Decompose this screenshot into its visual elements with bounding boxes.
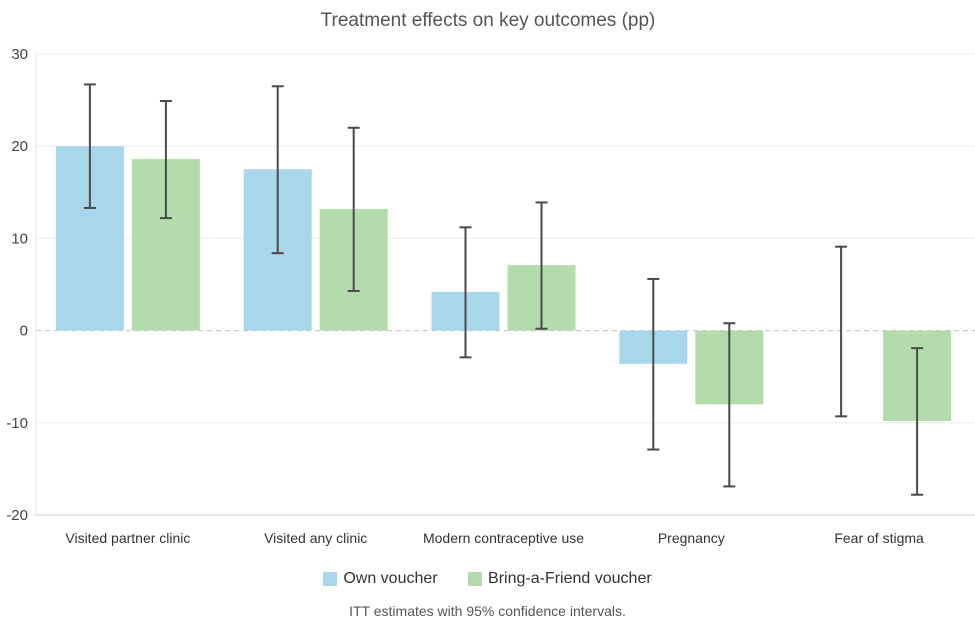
error-bars: [83, 83, 924, 496]
footnote: ITT estimates with 95% confidence interv…: [349, 603, 626, 619]
y-tick-label: 0: [20, 323, 28, 340]
x-tick-label: Visited any clinic: [264, 530, 367, 546]
y-tick-label: 10: [11, 230, 28, 247]
y-tick-label: 30: [11, 46, 28, 63]
x-tick-label: Modern contraceptive use: [423, 530, 584, 546]
y-tick-label: -20: [6, 507, 28, 524]
y-tick-label: -10: [6, 415, 28, 432]
legend-label-bring-a-friend: Bring-a-Friend voucher: [488, 570, 652, 587]
x-axis-labels: Visited partner clinic Visited any clinic…: [65, 530, 924, 546]
y-tick-label: 20: [11, 138, 28, 155]
legend-label-own-voucher: Own voucher: [343, 570, 438, 587]
x-tick-label: Fear of stigma: [834, 530, 924, 546]
legend-swatch-own-voucher: [323, 572, 338, 586]
legend: Own voucher Bring-a-Friend voucher: [0, 570, 975, 591]
x-tick-label: Pregnancy: [658, 530, 725, 546]
bars: [55, 146, 952, 421]
x-tick-label: Visited partner clinic: [65, 530, 190, 546]
legend-item-bring-a-friend[interactable]: Bring-a-Friend voucher: [468, 570, 652, 588]
y-axis-ticks: -20 -10 0 10 20 30: [6, 46, 28, 524]
legend-item-own-voucher[interactable]: Own voucher: [323, 570, 438, 588]
legend-swatch-bring-a-friend: [468, 572, 483, 586]
chart-canvas: Treatment effects on key outcomes (pp) -…: [6, 10, 975, 546]
chart-title: Treatment effects on key outcomes (pp): [321, 10, 656, 31]
